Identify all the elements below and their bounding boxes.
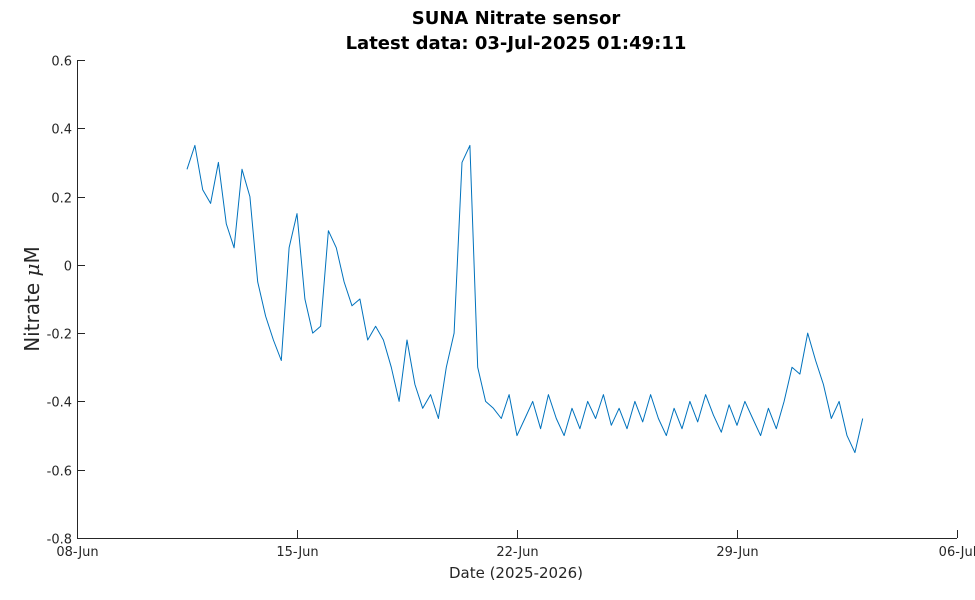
x-tick-label: 08-Jun (56, 545, 98, 560)
y-tick-label: 0.2 (51, 192, 72, 207)
x-tick-label: 22-Jun (496, 545, 538, 560)
y-tick-label: 0.4 (51, 123, 72, 138)
y-tick-label: -0.4 (47, 396, 72, 411)
x-ticks: 08-Jun 15-Jun 22-Jun 29-Jun 06-Jul (56, 530, 975, 560)
x-tick-label: 29-Jun (716, 545, 758, 560)
x-axis-label: Date (2025-2026) (449, 564, 583, 582)
x-tick-label: 15-Jun (276, 545, 318, 560)
y-axis-label-prefix: Nitrate (20, 276, 44, 351)
y-tick-label: -0.8 (47, 533, 72, 548)
y-tick-label: -0.6 (47, 465, 72, 480)
y-tick-label: -0.2 (47, 328, 72, 343)
chart-subtitle: Latest data: 03-Jul-2025 01:49:11 (346, 33, 687, 54)
nitrate-series-line (186, 144, 864, 454)
y-tick-label: 0 (64, 260, 72, 275)
y-ticks: 0.6 0.4 0.2 0 -0.2 -0.4 -0.6 -0.8 (47, 55, 85, 548)
y-axis-label-unit: M (20, 246, 44, 263)
y-axis-label-mu: μ (20, 263, 44, 276)
y-axis-label: Nitrate μM (20, 246, 44, 352)
y-tick-label: 0.6 (51, 55, 72, 70)
x-tick-label: 06-Jul (939, 545, 975, 560)
chart-title: SUNA Nitrate sensor (412, 8, 621, 29)
